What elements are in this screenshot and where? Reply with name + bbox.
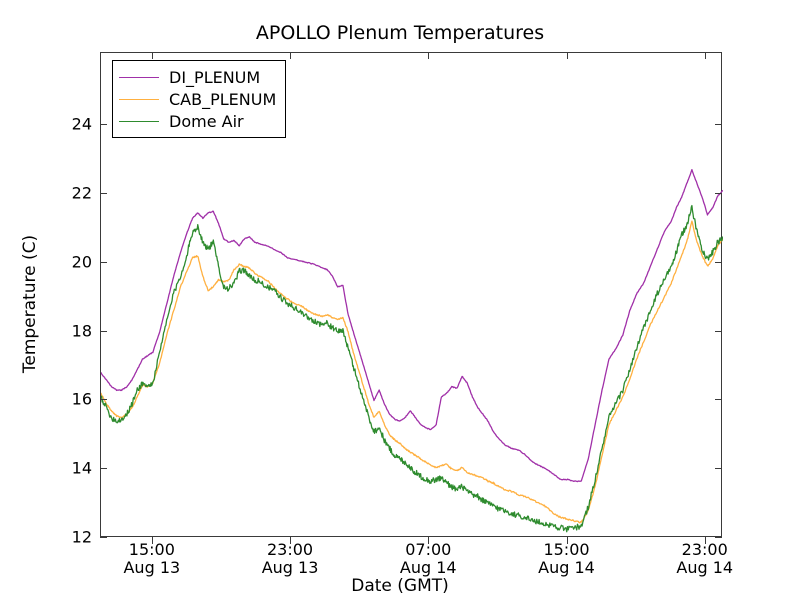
y-tick-mark	[100, 261, 107, 263]
y-tick-mark	[100, 399, 107, 401]
y-tick-mark-right	[715, 261, 722, 263]
x-axis-label: Date (GMT)	[351, 576, 449, 596]
y-tick-mark	[100, 537, 107, 538]
legend-label: CAB_PLENUM	[169, 89, 277, 109]
y-tick-mark-right	[715, 124, 722, 126]
y-tick-mark	[100, 468, 107, 470]
series-line-di-plenum	[101, 168, 723, 483]
x-tick-mark	[151, 537, 153, 544]
page-title: APOLLO Plenum Temperatures	[255, 22, 545, 44]
x-tick-time: 07:00	[405, 540, 452, 559]
legend-color-swatch	[119, 76, 159, 78]
x-tick-label: 15:00 Aug 14	[538, 540, 595, 578]
x-tick-label: 23:00 Aug 14	[676, 540, 734, 578]
y-tick-label: 16	[71, 389, 92, 409]
legend-label: Dome Air	[169, 111, 244, 131]
series-line-dome-air	[101, 204, 723, 533]
series-line-cab-plenum	[101, 220, 723, 524]
y-tick-mark	[100, 330, 107, 332]
legend-color-swatch	[119, 120, 159, 122]
y-tick-mark-right	[715, 468, 722, 470]
x-tick-time: 23:00	[266, 540, 314, 559]
y-tick-label: 14	[71, 458, 92, 478]
x-tick-date: Aug 13	[261, 558, 319, 578]
x-tick-mark	[428, 537, 430, 544]
y-tick-mark-right	[715, 537, 722, 538]
y-tick-label: 24	[71, 114, 92, 134]
legend-item-dome-air[interactable]: Dome Air	[119, 110, 276, 132]
x-tick-mark-top	[428, 52, 430, 59]
x-tick-time: 15:00	[128, 540, 175, 559]
x-tick-time: 23:00	[681, 540, 728, 559]
x-tick-mark	[290, 537, 292, 544]
x-tick-label: 07:00 Aug 14	[399, 540, 457, 578]
x-tick-mark-top	[566, 52, 568, 59]
x-tick-mark-top	[151, 52, 153, 59]
x-tick-mark	[704, 537, 706, 544]
y-tick-mark-right	[715, 193, 722, 195]
x-tick-date: Aug 14	[676, 558, 734, 578]
y-tick-mark	[100, 124, 107, 126]
chart-legend: DI_PLENUM CAB_PLENUM Dome Air	[112, 60, 287, 138]
x-tick-mark-top	[290, 52, 292, 59]
y-tick-label: 22	[71, 183, 92, 203]
y-tick-label: 18	[71, 321, 92, 341]
y-tick-mark-right	[715, 330, 722, 332]
y-tick-label: 20	[71, 252, 92, 272]
legend-item-di-plenum[interactable]: DI_PLENUM	[119, 66, 276, 88]
legend-label: DI_PLENUM	[169, 67, 261, 87]
y-tick-mark	[100, 193, 107, 195]
legend-color-swatch	[119, 98, 159, 100]
x-tick-date: Aug 14	[399, 558, 457, 578]
x-tick-date: Aug 13	[123, 558, 181, 578]
x-tick-time: 15:00	[543, 540, 590, 559]
y-tick-mark-right	[715, 399, 722, 401]
legend-item-cab-plenum[interactable]: CAB_PLENUM	[119, 88, 276, 110]
x-tick-mark	[566, 537, 568, 544]
y-axis-label: Temperature (C)	[20, 234, 40, 374]
x-tick-label: 23:00 Aug 13	[261, 540, 319, 578]
plot-svg	[101, 168, 723, 533]
y-tick-label: 12	[71, 527, 92, 547]
x-tick-label: 15:00 Aug 13	[123, 540, 181, 578]
x-tick-mark-top	[704, 52, 706, 59]
x-tick-date: Aug 14	[538, 558, 595, 578]
